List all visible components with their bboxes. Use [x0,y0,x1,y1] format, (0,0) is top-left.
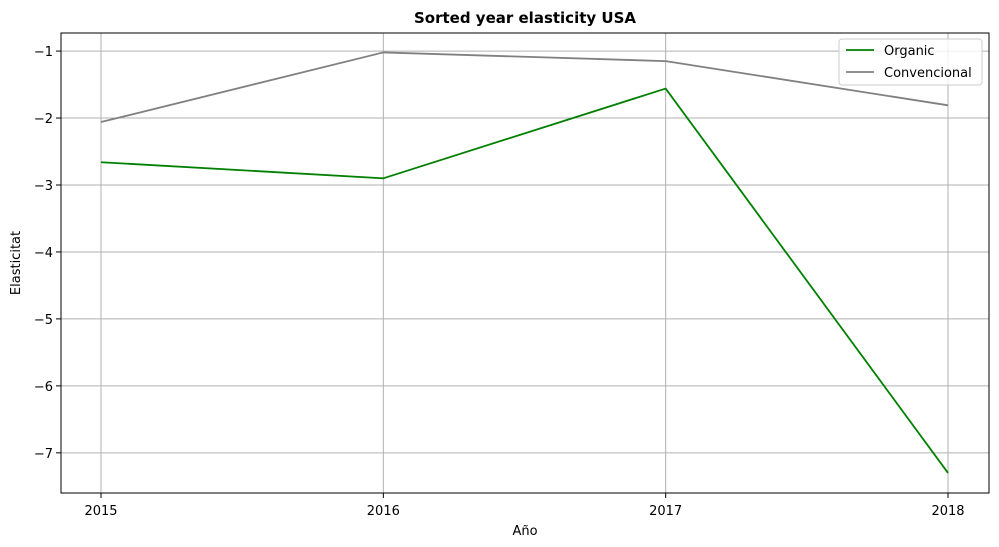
x-tick-label: 2018 [931,504,964,519]
chart-title: Sorted year elasticity USA [414,9,636,27]
y-tick-label: −7 [34,447,53,462]
legend-box [838,38,983,86]
y-tick-label: −6 [34,380,53,395]
series-lines [100,51,949,474]
grid [61,33,989,493]
series-line-organic [100,87,949,474]
y-tick-label: −3 [34,179,53,194]
y-tick-label: −4 [34,246,53,261]
legend-label-organic: Organic [884,44,935,59]
x-tick-label: 2017 [649,504,682,519]
x-tick-label: 2016 [367,504,400,519]
y-tick-label: −2 [34,112,53,127]
y-tick-label: −1 [34,45,53,60]
y-axis: −7 −6 −5 −4 −3 −2 −1 [34,45,61,462]
y-axis-label: Elasticitat [9,231,24,295]
series-line-convencional [100,51,949,123]
x-tick-label: 2015 [84,504,117,519]
plot-frame [60,32,990,494]
legend: Organic Convencional [838,38,983,86]
x-axis-label: Año [512,524,537,539]
x-axis: 2015 2016 2017 2018 [84,493,965,519]
y-tick-label: −5 [34,313,53,328]
legend-label-convencional: Convencional [884,66,972,81]
